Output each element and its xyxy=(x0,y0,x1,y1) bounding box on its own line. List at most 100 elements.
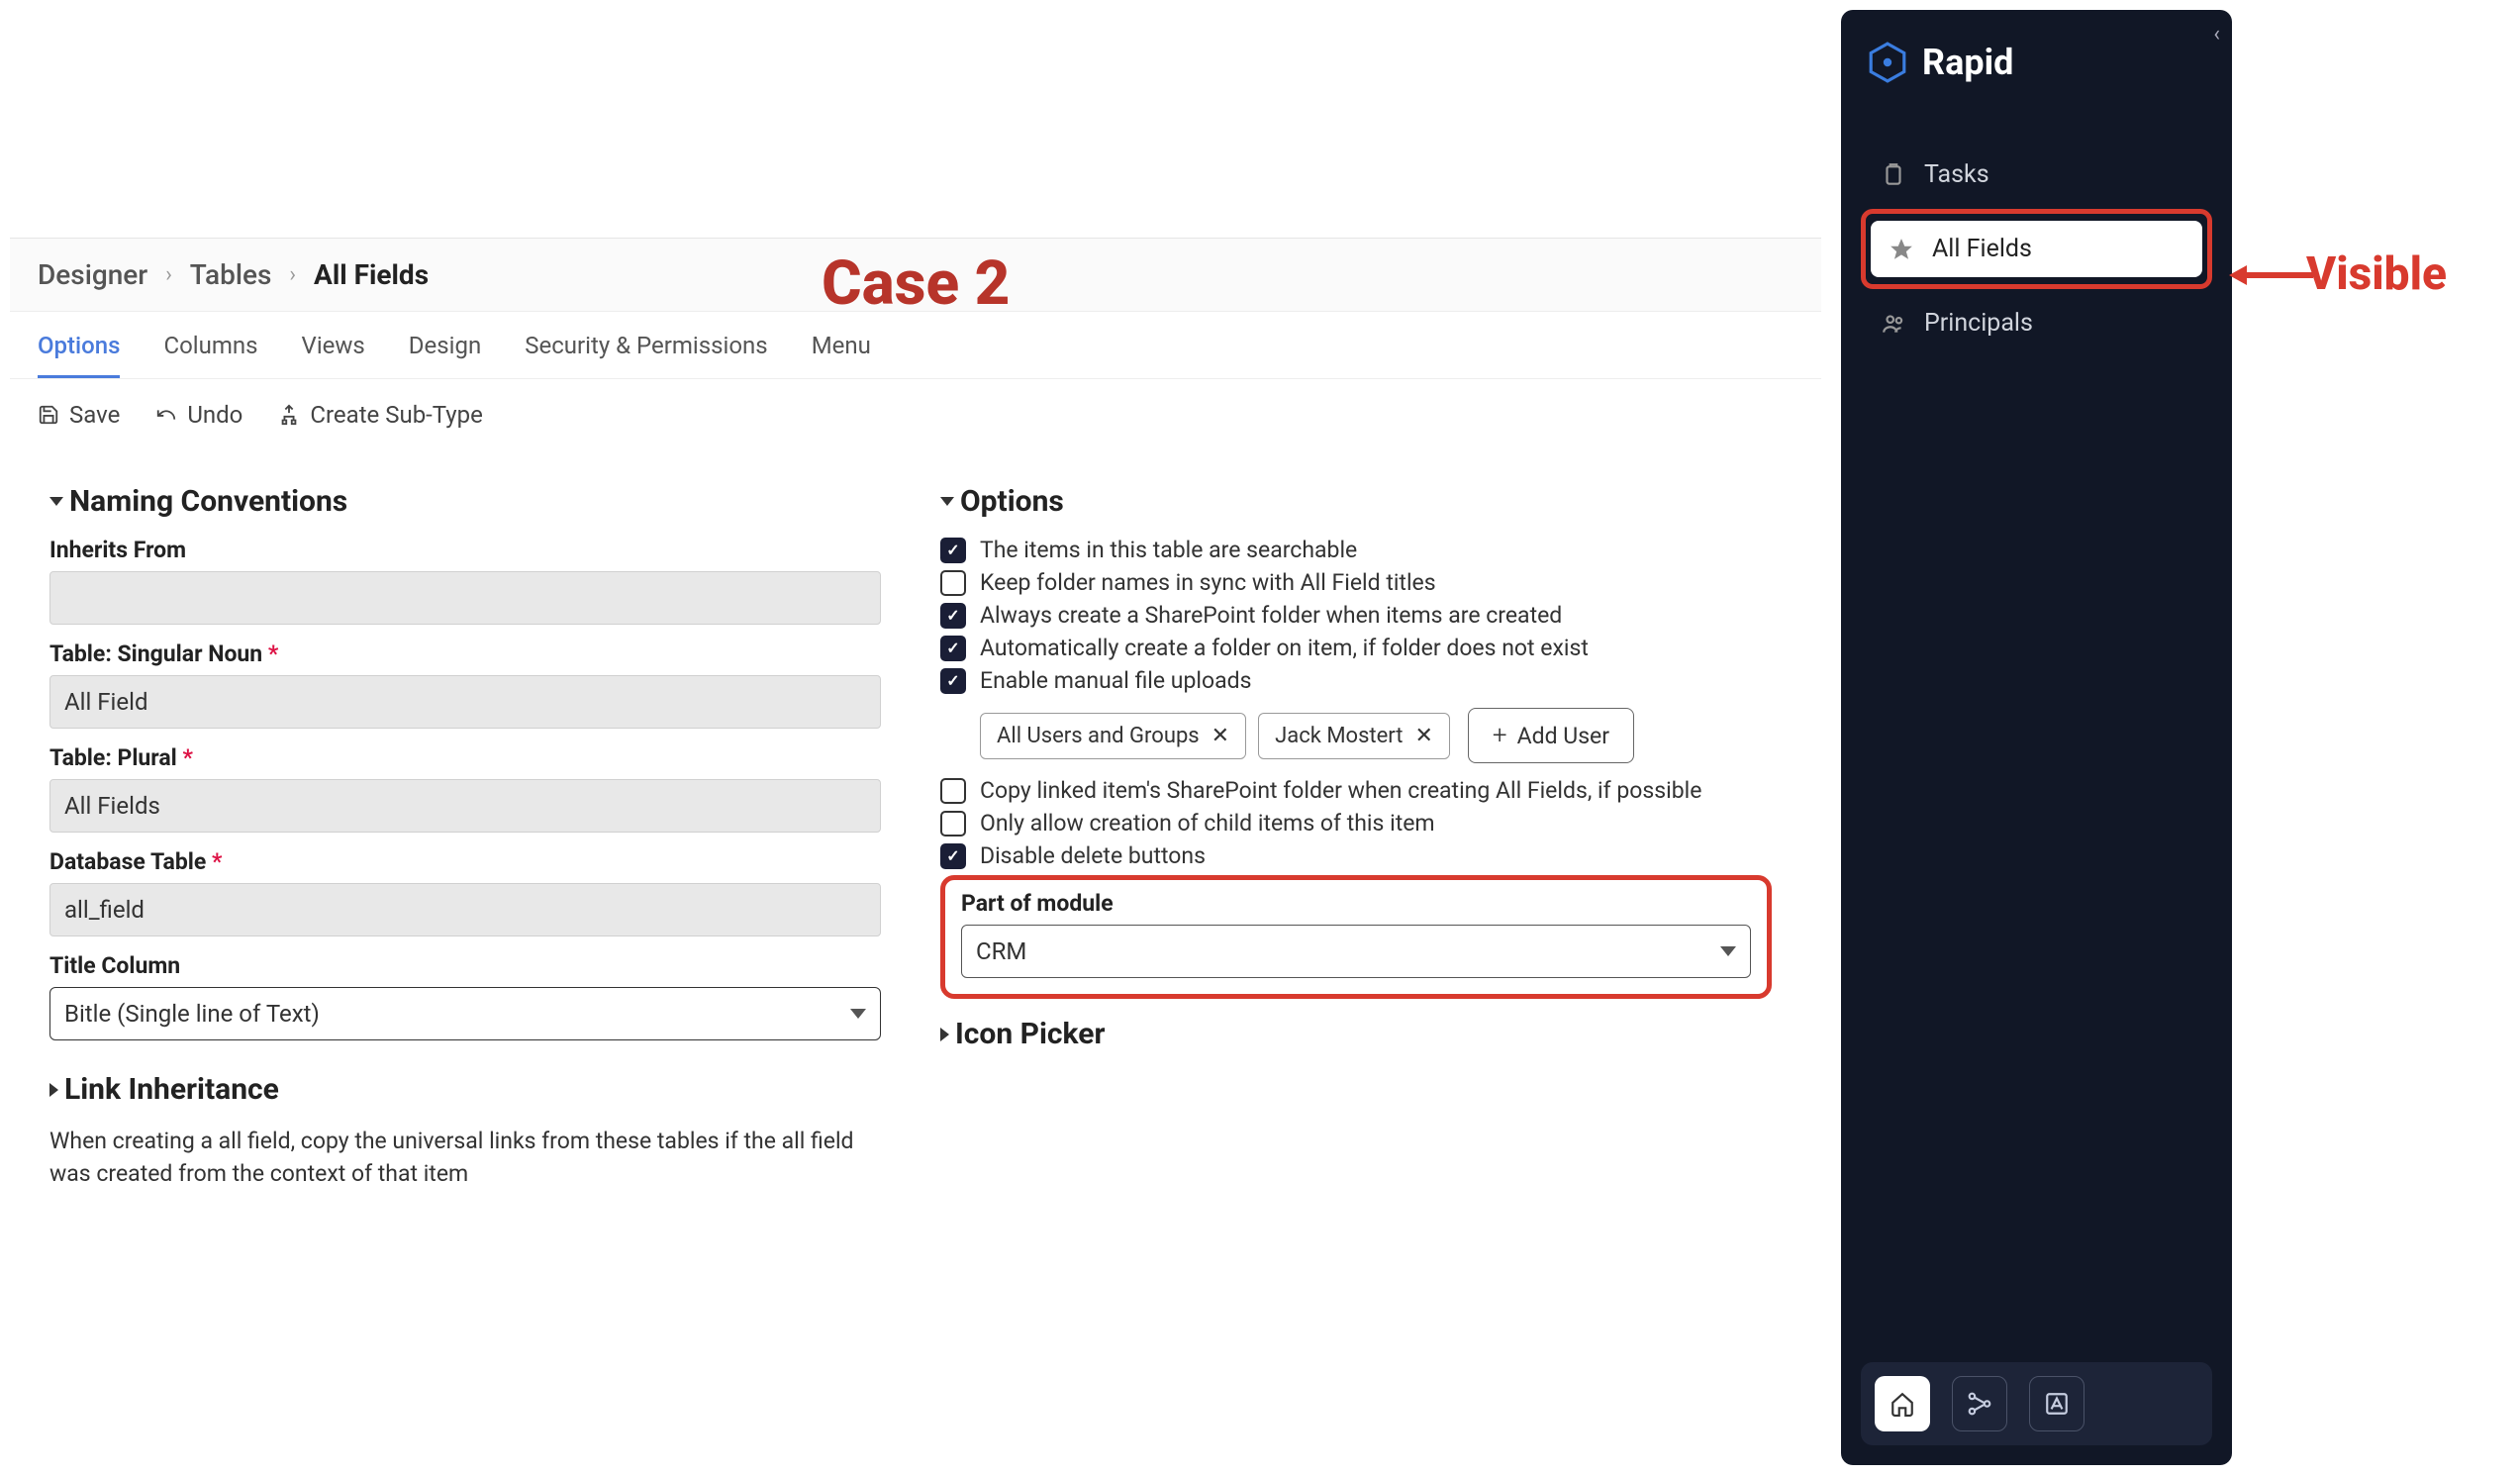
checkbox-label: The items in this table are searchable xyxy=(980,537,1357,563)
options-title: Options xyxy=(960,484,1064,519)
module-value: CRM xyxy=(976,937,1026,965)
breadcrumb-tables[interactable]: Tables xyxy=(190,258,272,291)
sidebar-bottom-nav xyxy=(1861,1362,2212,1445)
user-chips: All Users and Groups ✕ Jack Mostert ✕ + … xyxy=(980,708,1772,763)
tab-security[interactable]: Security & Permissions xyxy=(525,332,767,378)
checkbox-icon[interactable] xyxy=(940,538,966,563)
link-inheritance-title: Link Inheritance xyxy=(64,1072,279,1107)
save-button[interactable]: Save xyxy=(38,401,120,429)
brand-name: Rapid xyxy=(1922,42,2013,83)
tab-views[interactable]: Views xyxy=(302,332,365,378)
star-icon xyxy=(1889,237,1914,262)
chip-label: All Users and Groups xyxy=(997,724,1200,748)
undo-button[interactable]: Undo xyxy=(155,401,242,429)
checkbox-icon[interactable] xyxy=(940,778,966,804)
checkbox-label: Enable manual file uploads xyxy=(980,667,1251,694)
checkbox-only-child[interactable]: Only allow creation of child items of th… xyxy=(940,810,1772,837)
tab-menu[interactable]: Menu xyxy=(812,332,871,378)
home-button[interactable] xyxy=(1875,1376,1930,1431)
plural-input[interactable] xyxy=(49,779,881,833)
chip-all-users[interactable]: All Users and Groups ✕ xyxy=(980,713,1246,759)
undo-label: Undo xyxy=(187,401,242,429)
annotation-visible-label: Visible xyxy=(2306,247,2447,301)
sidebar-item-principals[interactable]: Principals xyxy=(1863,295,2210,351)
create-subtype-button[interactable]: Create Sub-Type xyxy=(278,401,482,429)
sidebar-item-all-fields[interactable]: All Fields xyxy=(1871,221,2202,277)
naming-title: Naming Conventions xyxy=(69,484,347,519)
chip-jack-mostert[interactable]: Jack Mostert ✕ xyxy=(1258,713,1450,759)
chevron-down-icon xyxy=(850,1009,866,1019)
checkbox-label: Keep folder names in sync with All Field… xyxy=(980,569,1436,596)
workflow-button[interactable] xyxy=(1952,1376,2007,1431)
title-column-select[interactable]: Bitle (Single line of Text) xyxy=(49,987,881,1040)
caret-down-icon xyxy=(940,497,954,506)
create-subtype-label: Create Sub-Type xyxy=(310,401,482,429)
tabs: Options Columns Views Design Security & … xyxy=(10,312,1821,379)
undo-icon xyxy=(155,404,177,426)
checkbox-icon[interactable] xyxy=(940,668,966,694)
checkbox-label: Always create a SharePoint folder when i… xyxy=(980,602,1562,629)
checkbox-icon[interactable] xyxy=(940,843,966,869)
close-icon[interactable]: ✕ xyxy=(1414,724,1432,748)
designer-panel: Designer › Tables › All Fields Options C… xyxy=(10,238,1821,1231)
module-select[interactable]: CRM xyxy=(961,925,1751,978)
title-column-label: Title Column xyxy=(49,952,881,979)
designer-icon xyxy=(2044,1391,2070,1417)
checkbox-icon[interactable] xyxy=(940,636,966,661)
singular-label: Table: Singular Noun * xyxy=(49,640,881,667)
caret-down-icon xyxy=(49,497,63,506)
checkbox-icon[interactable] xyxy=(940,570,966,596)
singular-input[interactable] xyxy=(49,675,881,729)
add-user-label: Add User xyxy=(1517,723,1609,749)
left-column: Naming Conventions Inherits From Table: … xyxy=(49,460,881,1191)
checkbox-auto-create-folder[interactable]: Automatically create a folder on item, i… xyxy=(940,635,1772,661)
checkbox-icon[interactable] xyxy=(940,811,966,837)
plural-label: Table: Plural * xyxy=(49,744,881,771)
plus-icon: + xyxy=(1493,721,1507,750)
icon-picker-header[interactable]: Icon Picker xyxy=(940,1017,1772,1051)
link-inheritance-header[interactable]: Link Inheritance xyxy=(49,1072,881,1107)
required-icon: * xyxy=(182,744,192,771)
checkbox-disable-delete[interactable]: Disable delete buttons xyxy=(940,842,1772,869)
close-icon[interactable]: ✕ xyxy=(1212,724,1229,748)
checkbox-label: Only allow creation of child items of th… xyxy=(980,810,1435,837)
tab-columns[interactable]: Columns xyxy=(163,332,257,378)
checkbox-sync-folder-names[interactable]: Keep folder names in sync with All Field… xyxy=(940,569,1772,596)
checkbox-create-sp-folder[interactable]: Always create a SharePoint folder when i… xyxy=(940,602,1772,629)
caret-right-icon xyxy=(49,1083,58,1097)
naming-section-header[interactable]: Naming Conventions xyxy=(49,484,881,519)
sidebar-item-tasks[interactable]: Tasks xyxy=(1863,147,2210,203)
checkbox-label: Disable delete buttons xyxy=(980,842,1206,869)
collapse-icon[interactable]: ‹ xyxy=(2213,22,2220,47)
sidebar-highlight: All Fields xyxy=(1861,209,2212,289)
workflow-icon xyxy=(1967,1391,1992,1417)
tab-design[interactable]: Design xyxy=(409,332,481,378)
db-table-input[interactable] xyxy=(49,883,881,936)
module-highlight: Part of module CRM xyxy=(940,875,1772,999)
required-icon: * xyxy=(212,848,222,875)
checkbox-copy-linked[interactable]: Copy linked item's SharePoint folder whe… xyxy=(940,777,1772,804)
options-section-header[interactable]: Options xyxy=(940,484,1772,519)
save-label: Save xyxy=(69,401,120,429)
form-content: Naming Conventions Inherits From Table: … xyxy=(10,450,1821,1231)
chip-label: Jack Mostert xyxy=(1275,724,1403,748)
sidebar-item-label: Principals xyxy=(1924,309,2033,338)
save-icon xyxy=(38,404,59,426)
designer-button[interactable] xyxy=(2029,1376,2084,1431)
chevron-right-icon: › xyxy=(165,262,172,287)
inherits-input[interactable] xyxy=(49,571,881,625)
add-user-button[interactable]: + Add User xyxy=(1468,708,1634,763)
sidebar-item-label: All Fields xyxy=(1932,235,2032,263)
checkbox-searchable[interactable]: The items in this table are searchable xyxy=(940,537,1772,563)
logo-icon xyxy=(1867,42,1908,83)
tab-options[interactable]: Options xyxy=(38,332,120,378)
app-sidebar: ‹ Rapid Tasks All Fields Principals xyxy=(1841,10,2232,1465)
checkbox-manual-uploads[interactable]: Enable manual file uploads xyxy=(940,667,1772,694)
db-table-label: Database Table * xyxy=(49,848,881,875)
clipboard-icon xyxy=(1881,162,1906,188)
caret-right-icon xyxy=(940,1028,949,1041)
right-column: Options The items in this table are sear… xyxy=(940,460,1772,1191)
breadcrumb-designer[interactable]: Designer xyxy=(38,258,147,291)
icon-picker-title: Icon Picker xyxy=(955,1017,1105,1051)
checkbox-icon[interactable] xyxy=(940,603,966,629)
